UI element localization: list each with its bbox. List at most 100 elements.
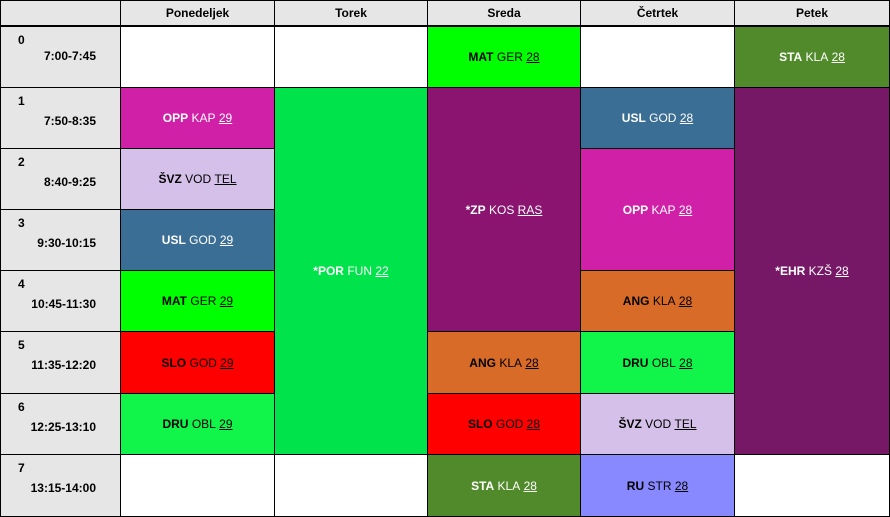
lesson-teacher: GOD <box>189 355 217 370</box>
period-cell-2: 2 8:40-9:25 <box>0 148 121 210</box>
lesson-teacher: OBL <box>191 417 216 431</box>
period-cell-6: 6 12:25-13:10 <box>0 393 121 455</box>
lesson-room-link[interactable]: 28 <box>526 417 541 431</box>
lesson-room-link[interactable]: 29 <box>219 294 234 308</box>
lesson-mon-svz[interactable]: ŠVZ VOD TEL <box>120 148 275 210</box>
lesson-room-link[interactable]: 28 <box>526 50 540 64</box>
period-cell-4: 4 10:45-11:30 <box>0 270 121 332</box>
lesson-thu-svz[interactable]: ŠVZ VOD TEL <box>580 393 735 455</box>
lesson-thu-ru[interactable]: RU STR 28 <box>580 454 735 517</box>
period-time: 13:15-14:00 <box>30 481 96 495</box>
lesson-teacher: GER <box>496 50 523 64</box>
lesson-room-link[interactable]: 29 <box>219 233 234 247</box>
lesson-subject: OPP <box>162 111 189 125</box>
lesson-room-link[interactable]: 28 <box>679 111 694 125</box>
lesson-teacher: KLA <box>805 50 829 64</box>
period-cell-5: 5 11:35-12:20 <box>0 331 121 394</box>
lesson-thu-ang[interactable]: ANG KLA 28 <box>580 270 735 332</box>
empty-slot <box>120 26 275 88</box>
lesson-subject: STA <box>471 478 495 493</box>
lesson-mon-slo[interactable]: SLO GOD 29 <box>120 331 275 394</box>
lesson-room-link[interactable]: 28 <box>831 50 845 64</box>
lesson-wed-ang[interactable]: ANG KLA 28 <box>427 331 581 394</box>
lesson-thu-dru[interactable]: DRU OBL 28 <box>580 331 735 394</box>
lesson-teacher: KOS <box>488 202 515 217</box>
day-header-2: Sreda <box>427 0 581 27</box>
lesson-wed-sta[interactable]: STA KLA 28 <box>427 454 581 517</box>
lesson-subject: USL <box>621 111 646 125</box>
lesson-room-link[interactable]: TEL <box>674 417 697 431</box>
lesson-subject: *POR <box>313 264 344 278</box>
lesson-subject: RU <box>626 478 645 493</box>
lesson-fri-ehr[interactable]: *EHR KZŠ 28 <box>734 87 890 455</box>
lesson-subject: SLO <box>467 417 493 431</box>
lesson-room-link[interactable]: 29 <box>218 111 233 125</box>
lesson-teacher: FUN <box>347 264 372 278</box>
lesson-mon-usl[interactable]: USL GOD 29 <box>120 209 275 271</box>
lesson-mon-opp[interactable]: OPP KAP 29 <box>120 87 275 149</box>
period-number: 4 <box>18 277 25 291</box>
lesson-subject: OPP <box>622 202 649 217</box>
empty-slot <box>580 26 735 88</box>
lesson-teacher: KLA <box>497 478 521 493</box>
lesson-wed-slo[interactable]: SLO GOD 28 <box>427 393 581 455</box>
lesson-thu-opp[interactable]: OPP KAP 28 <box>580 148 735 271</box>
lesson-room-link[interactable]: 28 <box>525 355 539 370</box>
lesson-thu-usl[interactable]: USL GOD 28 <box>580 87 735 149</box>
lesson-subject: MAT <box>161 294 188 308</box>
corner-cell <box>0 0 121 27</box>
lesson-room-link[interactable]: RAS <box>517 202 543 217</box>
period-cell-7: 7 13:15-14:00 <box>0 454 121 517</box>
day-header-0: Ponedeljek <box>120 0 275 27</box>
lesson-teacher: KLA <box>499 355 522 370</box>
lesson-wed-mat[interactable]: MAT GER 28 <box>427 26 581 88</box>
lesson-room-link[interactable]: 28 <box>523 478 537 493</box>
lesson-room-link[interactable]: 28 <box>678 202 693 217</box>
lesson-subject: *EHR <box>775 264 806 278</box>
lesson-room-link[interactable]: 22 <box>375 264 389 278</box>
lesson-subject: SLO <box>161 355 187 370</box>
period-time: 8:40-9:25 <box>43 175 96 189</box>
day-header-4: Petek <box>734 0 890 27</box>
lesson-teacher: KAP <box>651 202 676 217</box>
lesson-room-link[interactable]: 28 <box>679 355 693 370</box>
lesson-mon-mat[interactable]: MAT GER 29 <box>120 270 275 332</box>
period-number: 6 <box>18 400 25 414</box>
lesson-room-link[interactable]: 29 <box>220 355 234 370</box>
period-cell-0: 0 7:00-7:45 <box>0 26 121 88</box>
lesson-wed-zp[interactable]: *ZP KOS RAS <box>427 87 581 332</box>
period-number: 1 <box>18 94 25 108</box>
lesson-mon-dru[interactable]: DRU OBL 29 <box>120 393 275 455</box>
lesson-tue-por[interactable]: *POR FUN 22 <box>274 87 428 455</box>
lesson-teacher: VOD <box>645 417 672 431</box>
lesson-subject: ANG <box>469 355 496 370</box>
lesson-teacher: STR <box>647 478 672 493</box>
day-header-1: Torek <box>274 0 428 27</box>
lesson-room-link[interactable]: 28 <box>678 294 693 308</box>
lesson-room-link[interactable]: TEL <box>214 172 237 186</box>
lesson-subject: MAT <box>468 50 494 64</box>
lesson-room-link[interactable]: 28 <box>835 264 849 278</box>
lesson-fri-sta[interactable]: STA KLA 28 <box>734 26 890 88</box>
lesson-teacher: VOD <box>185 172 212 186</box>
lesson-subject: DRU <box>622 355 649 370</box>
lesson-room-link[interactable]: 28 <box>674 478 689 493</box>
lesson-teacher: KZŠ <box>808 264 832 278</box>
empty-slot <box>274 454 428 517</box>
lesson-subject: *ZP <box>465 202 486 217</box>
period-number: 0 <box>18 33 25 47</box>
lesson-subject: USL <box>161 233 186 247</box>
lesson-subject: DRU <box>162 417 189 431</box>
period-time: 9:30-10:15 <box>37 236 96 250</box>
lesson-room-link[interactable]: 29 <box>219 417 233 431</box>
period-cell-1: 1 7:50-8:35 <box>0 87 121 149</box>
period-number: 3 <box>18 216 25 230</box>
lesson-teacher: GER <box>190 294 217 308</box>
lesson-teacher: GOD <box>189 233 217 247</box>
period-time: 10:45-11:30 <box>31 297 96 311</box>
lesson-subject: ŠVZ <box>618 417 642 431</box>
lesson-teacher: KAP <box>191 111 216 125</box>
empty-slot <box>120 454 275 517</box>
lesson-subject: ŠVZ <box>158 172 182 186</box>
